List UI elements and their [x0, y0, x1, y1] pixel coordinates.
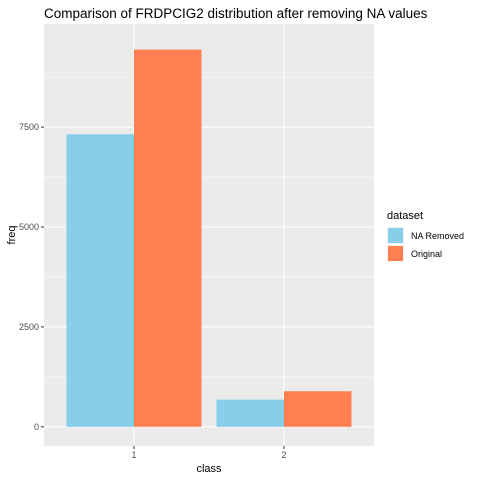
- legend-label: Original: [411, 249, 442, 259]
- y-axis: 0 2500 5000 7500: [19, 122, 44, 432]
- legend-title: dataset: [387, 210, 423, 222]
- bar-original-class-2: [284, 391, 352, 427]
- bars: [66, 49, 352, 427]
- y-tick-label: 7500: [19, 122, 39, 132]
- x-tick-label: 2: [281, 450, 286, 460]
- x-axis-title: class: [196, 463, 222, 475]
- legend-swatch: [388, 228, 403, 243]
- x-tick-label: 1: [131, 450, 136, 460]
- bar-na-removed-class-2: [216, 399, 284, 427]
- legend-label: NA Removed: [411, 231, 464, 241]
- y-tick-label: 2500: [19, 322, 39, 332]
- bar-original-class-1: [134, 49, 202, 427]
- chart-title: Comparison of FRDPCIG2 distribution afte…: [44, 6, 428, 21]
- y-axis-title: freq: [6, 226, 18, 245]
- y-tick-label: 5000: [19, 222, 39, 232]
- legend: dataset NA Removed Original: [387, 210, 464, 262]
- bar-na-removed-class-1: [66, 134, 134, 427]
- legend-swatch: [388, 246, 403, 261]
- y-tick-label: 0: [34, 422, 39, 432]
